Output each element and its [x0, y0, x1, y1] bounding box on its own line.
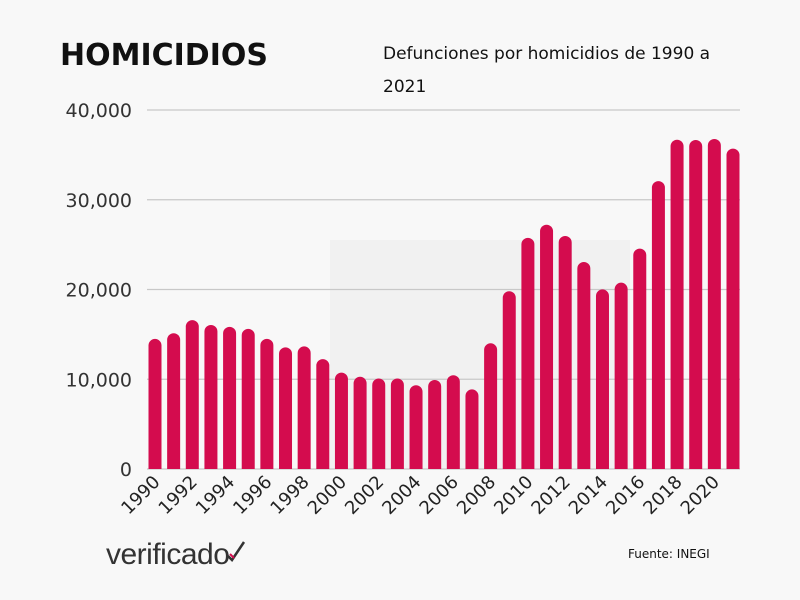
bar-1998 [297, 346, 311, 469]
logo-text: verificado [106, 538, 230, 571]
bar-2000 [334, 372, 348, 469]
bar-2005 [428, 379, 442, 469]
bar-2009 [502, 291, 516, 469]
bar-2002 [372, 378, 386, 469]
bar-2015 [614, 282, 628, 469]
bar-2003 [390, 378, 404, 469]
x-tick-label: 2014 [565, 472, 612, 519]
x-tick-label: 2020 [677, 472, 724, 519]
check-icon [227, 541, 246, 562]
bar-1992 [185, 320, 199, 469]
x-tick-label: 2000 [304, 472, 351, 519]
bar-2019 [689, 139, 703, 469]
bar-2020 [707, 138, 721, 469]
y-tick-label: 40,000 [66, 100, 132, 122]
source-note: Fuente: INEGI [628, 547, 710, 561]
y-tick-label: 30,000 [66, 190, 132, 212]
bar-2008 [484, 343, 498, 469]
x-tick-label: 2008 [453, 472, 500, 519]
bar-2014 [595, 289, 609, 469]
x-tick-label: 2006 [416, 472, 463, 519]
x-tick-label: 1996 [229, 472, 276, 519]
chart-title: HOMICIDIOS [60, 38, 268, 73]
verificado-logo: verificado [106, 538, 246, 572]
x-tick-label: 2010 [490, 472, 537, 519]
bar-1997 [279, 347, 293, 469]
bar-2012 [558, 235, 572, 469]
bar-2004 [409, 385, 423, 469]
bar-2011 [540, 224, 554, 469]
y-tick-label: 20,000 [66, 280, 132, 302]
chart-subtitle: Defunciones por homicidios de 1990 a 202… [383, 44, 711, 97]
bar-1993 [204, 324, 218, 469]
x-tick-label: 2012 [527, 472, 574, 519]
x-tick-label: 2004 [378, 472, 425, 519]
bar-2010 [521, 237, 535, 469]
x-tick-label: 2002 [341, 472, 388, 519]
bar-2018 [670, 139, 684, 469]
x-tick-label: 2018 [639, 472, 686, 519]
bar-1996 [260, 338, 274, 469]
bar-1994 [223, 326, 237, 469]
bar-2013 [577, 262, 591, 469]
bar-1995 [241, 328, 255, 469]
x-tick-label: 1992 [155, 472, 202, 519]
bar-2006 [446, 375, 460, 469]
bar-1999 [316, 359, 330, 469]
bar-2007 [465, 389, 479, 469]
bar-1990 [148, 338, 162, 469]
bar-2017 [651, 181, 665, 469]
bar-1991 [167, 333, 181, 469]
bar-2001 [353, 376, 367, 469]
y-tick-label: 0 [120, 459, 132, 481]
x-tick-label: 1994 [192, 472, 239, 519]
y-tick-label: 10,000 [66, 369, 132, 391]
x-tick-label: 1998 [266, 472, 313, 519]
x-tick-label: 2016 [602, 472, 649, 519]
bar-2021 [726, 148, 740, 469]
bar-2016 [633, 248, 647, 469]
